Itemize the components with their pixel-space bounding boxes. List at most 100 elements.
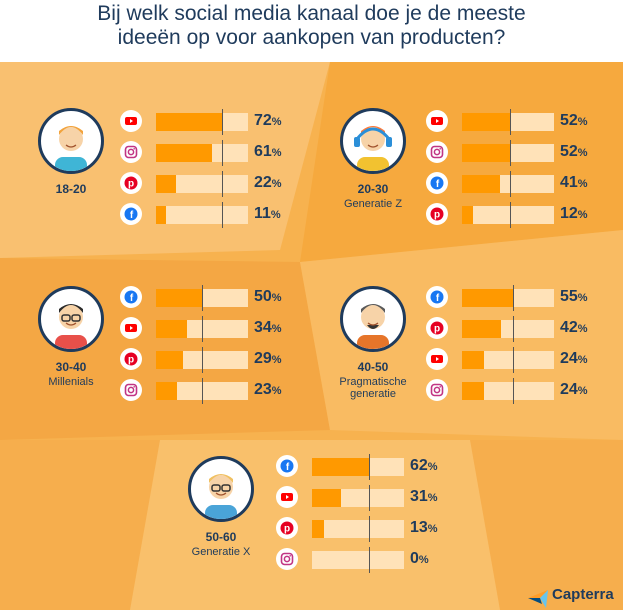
percent-value: 52 [560, 112, 578, 129]
facebook-icon: f [120, 286, 142, 308]
capterra-logo-icon [528, 590, 548, 608]
svg-text:p: p [284, 524, 290, 535]
percent-label: 31% [410, 488, 438, 506]
avatar [38, 286, 104, 352]
bar-fill [156, 206, 167, 224]
max-marker [513, 347, 514, 373]
max-marker [222, 140, 223, 166]
percent-sign: % [271, 147, 282, 159]
max-marker [222, 202, 223, 228]
generation-label: Millenials [48, 376, 94, 388]
bar-row: 52% [426, 140, 596, 166]
percent-sign: % [427, 461, 438, 473]
percent-value: 34 [254, 319, 272, 336]
bar-fill [156, 382, 178, 400]
percent-sign: % [271, 385, 282, 397]
bar-row: 31% [276, 485, 446, 511]
percent-value: 62 [410, 457, 428, 474]
generation-label: Generatie X [191, 546, 251, 558]
percent-value: 23 [254, 381, 272, 398]
bar-row: 72% [120, 109, 290, 135]
percent-label: 72% [254, 112, 282, 130]
percent-value: 72 [254, 112, 272, 129]
title-line-1: Bij welk social media kanaal doe je de m… [97, 2, 526, 25]
percent-sign: % [427, 492, 438, 504]
bar-fill [156, 320, 188, 338]
bar-track [462, 202, 554, 228]
percent-label: 50% [254, 288, 282, 306]
percent-value: 55 [560, 288, 578, 305]
percent-value: 61 [254, 143, 272, 160]
bar-fill [156, 175, 177, 193]
percent-sign: % [271, 354, 282, 366]
facebook-icon: f [276, 455, 298, 477]
bar-fill [156, 113, 223, 131]
percent-value: 0 [410, 550, 419, 567]
percent-label: 52% [560, 143, 588, 161]
bar-track [156, 171, 248, 197]
percent-value: 22 [254, 174, 272, 191]
bar-track [312, 547, 404, 573]
bar-fill [462, 144, 510, 162]
youtube-icon [120, 110, 142, 132]
bar-row: p 29% [120, 347, 290, 373]
pinterest-icon: p [426, 317, 448, 339]
bar-track [312, 485, 404, 511]
pinterest-icon: p [426, 203, 448, 225]
percent-label: 0% [410, 550, 429, 568]
percent-value: 52 [560, 143, 578, 160]
pinterest-icon: p [120, 172, 142, 194]
svg-text:p: p [434, 210, 440, 221]
bar-row: 52% [426, 109, 596, 135]
bar-fill [462, 382, 485, 400]
percent-value: 42 [560, 319, 578, 336]
bar-fill [312, 520, 324, 538]
bar-row: f 55% [426, 285, 596, 311]
max-marker [202, 347, 203, 373]
percent-value: 24 [560, 381, 578, 398]
bar-fill [462, 206, 474, 224]
avatar [340, 286, 406, 352]
generation-label: Pragmatische generatie [339, 376, 407, 400]
pinterest-icon: p [120, 348, 142, 370]
age-label: 30-40 [55, 360, 87, 374]
svg-text:f: f [436, 293, 440, 304]
max-marker [510, 140, 511, 166]
max-marker [222, 171, 223, 197]
bar-row: p 13% [276, 516, 446, 542]
percent-sign: % [271, 323, 282, 335]
instagram-icon [426, 141, 448, 163]
bar-track [462, 140, 554, 166]
pinterest-icon: p [276, 517, 298, 539]
percent-sign: % [577, 209, 588, 221]
bar-row: 61% [120, 140, 290, 166]
chart-title: Bij welk social media kanaal doe je de m… [0, 2, 623, 50]
svg-text:f: f [130, 210, 134, 221]
bar-track [156, 140, 248, 166]
bar-row: 34% [120, 316, 290, 342]
bar-fill [156, 351, 183, 369]
svg-text:p: p [128, 179, 134, 190]
bar-fill [156, 289, 202, 307]
bar-track [462, 347, 554, 373]
bar-row: p 42% [426, 316, 596, 342]
percent-sign: % [271, 292, 282, 304]
instagram-icon [426, 379, 448, 401]
percent-label: 24% [560, 350, 588, 368]
percent-sign: % [577, 292, 588, 304]
bar-track [156, 285, 248, 311]
percent-sign: % [577, 147, 588, 159]
bar-track [462, 378, 554, 404]
age-label: 20-30 [357, 182, 389, 196]
max-marker [202, 378, 203, 404]
percent-value: 50 [254, 288, 272, 305]
max-marker [222, 109, 223, 135]
max-marker [510, 171, 511, 197]
age-label: 18-20 [55, 182, 87, 196]
percent-label: 22% [254, 174, 282, 192]
svg-text:f: f [436, 179, 440, 190]
age-label: 50-60 [205, 530, 237, 544]
youtube-icon [120, 317, 142, 339]
percent-value: 29 [254, 350, 272, 367]
